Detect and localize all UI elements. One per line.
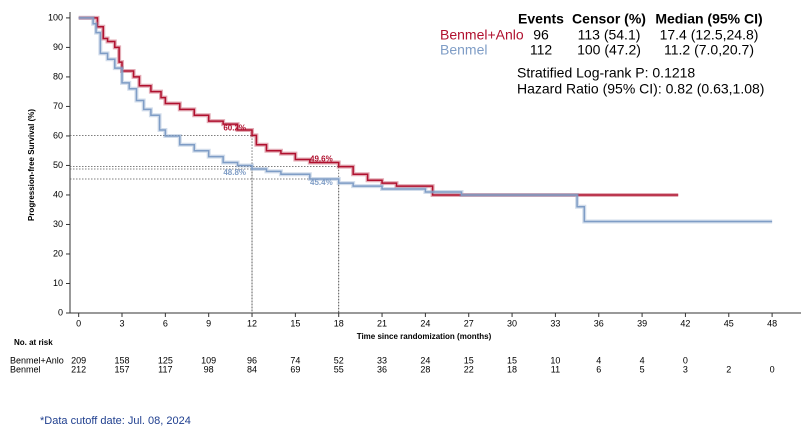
legend-label: Benmel <box>440 42 487 58</box>
risk-count: 98 <box>204 364 214 374</box>
risk-count: 117 <box>158 364 172 374</box>
x-tick-label: 27 <box>464 318 474 328</box>
risk-count: 6 <box>596 364 601 374</box>
risk-count: 157 <box>114 364 129 374</box>
x-tick-label: 21 <box>377 318 387 328</box>
x-tick-label: 3 <box>120 318 125 328</box>
x-tick-label: 33 <box>550 318 560 328</box>
risk-count: 209 <box>71 355 86 365</box>
risk-count: 0 <box>770 364 775 374</box>
x-tick-label: 15 <box>290 318 300 328</box>
x-tick-label: 39 <box>637 318 647 328</box>
risk-count: 4 <box>640 355 645 365</box>
risk-label: Benmel <box>10 364 41 374</box>
risk-label: Benmel+Anlo <box>10 355 64 365</box>
stats-line: Stratified Log-rank P: 0.1218 <box>517 65 695 81</box>
risk-count: 10 <box>550 355 560 365</box>
risk-title: No. at risk <box>14 338 53 347</box>
risk-count: 96 <box>247 355 257 365</box>
risk-count: 158 <box>114 355 129 365</box>
annotation: 48.8% <box>223 168 246 177</box>
risk-count: 33 <box>377 355 387 365</box>
stats-header: Censor (%) <box>572 11 646 27</box>
stats-cell: 96 <box>533 27 549 43</box>
km-curve <box>78 17 679 196</box>
stats-line: Hazard Ratio (95% CI): 0.82 (0.63,1.08) <box>517 81 764 97</box>
y-tick-label: 90 <box>53 42 63 52</box>
y-axis-label: Progression-free Survival (%) <box>27 109 36 221</box>
x-tick-label: 12 <box>247 318 257 328</box>
y-tick-label: 30 <box>53 219 63 229</box>
stats-cell: 113 (54.1) <box>578 27 641 43</box>
risk-count: 24 <box>420 355 430 365</box>
stats-cell: 112 <box>530 42 553 58</box>
risk-count: 69 <box>290 364 300 374</box>
risk-count: 74 <box>290 355 300 365</box>
stats-cell: 17.4 (12.5,24.8) <box>660 27 759 43</box>
y-tick-label: 20 <box>53 248 63 258</box>
x-tick-label: 18 <box>334 318 344 328</box>
x-tick-label: 6 <box>163 318 168 328</box>
risk-count: 28 <box>420 364 430 374</box>
risk-count: 11 <box>551 364 560 374</box>
stats-cell: 100 (47.2) <box>577 42 641 58</box>
footnote: *Data cutoff date: Jul. 08, 2024 <box>40 415 191 427</box>
risk-count: 4 <box>596 355 601 365</box>
risk-count: 2 <box>726 364 731 374</box>
annotation: 45.4% <box>310 178 333 187</box>
y-tick-label: 50 <box>53 160 63 170</box>
risk-count: 109 <box>201 355 216 365</box>
risk-count: 84 <box>247 364 257 374</box>
risk-count: 36 <box>377 364 387 374</box>
x-tick-label: 24 <box>420 318 430 328</box>
stats-cell: 11.2 (7.0,20.7) <box>664 42 754 58</box>
risk-count: 15 <box>507 355 517 365</box>
risk-count: 18 <box>507 364 517 374</box>
legend-label: Benmel+Anlo <box>440 27 524 43</box>
x-axis-label: Time since randomization (months) <box>357 332 492 341</box>
risk-count: 0 <box>683 355 688 365</box>
y-tick-label: 10 <box>53 278 63 288</box>
x-tick-label: 42 <box>680 318 690 328</box>
y-tick-label: 40 <box>53 189 63 199</box>
y-tick-label: 60 <box>53 130 63 140</box>
x-tick-label: 0 <box>76 318 81 328</box>
risk-count: 212 <box>71 364 86 374</box>
km-curve <box>78 17 773 223</box>
x-tick-label: 45 <box>724 318 734 328</box>
stats-header: Events <box>518 11 564 27</box>
risk-count: 15 <box>464 355 474 365</box>
risk-count: 55 <box>334 364 344 374</box>
risk-count: 5 <box>640 364 645 374</box>
x-tick-label: 9 <box>206 318 211 328</box>
y-tick-label: 80 <box>53 71 63 81</box>
x-tick-label: 48 <box>767 318 777 328</box>
x-tick-label: 30 <box>507 318 517 328</box>
y-tick-label: 100 <box>48 12 63 22</box>
y-tick-label: 0 <box>58 307 63 317</box>
risk-count: 3 <box>683 364 688 374</box>
annotation: 49.6% <box>310 155 333 164</box>
risk-count: 22 <box>464 364 474 374</box>
risk-count: 125 <box>158 355 173 365</box>
stats-header: Median (95% CI) <box>655 11 762 27</box>
risk-count: 52 <box>334 355 344 365</box>
annotation: 60.2% <box>223 123 246 132</box>
y-tick-label: 70 <box>53 101 63 111</box>
x-tick-label: 36 <box>594 318 604 328</box>
